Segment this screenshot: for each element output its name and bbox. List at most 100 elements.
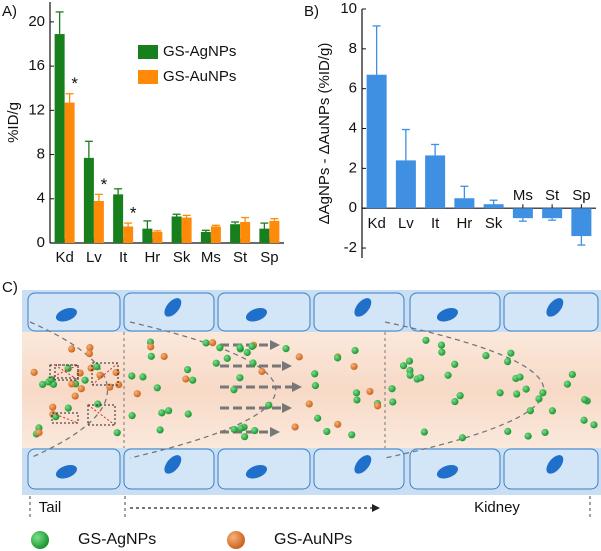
particle [563,380,571,388]
particle [182,375,190,383]
flow-profile [129,321,277,459]
particle [388,385,396,393]
particle [112,368,120,377]
particle [64,364,72,373]
particle [580,416,588,424]
particle [251,427,259,435]
bar [113,194,124,243]
y-tick-label: 20 [28,13,45,30]
particle [94,400,102,408]
x-tick-label: Hr [456,215,472,232]
legend-label: GS-AgNPs [163,43,236,60]
nucleus [354,298,372,317]
particle [209,339,217,347]
y-tick-label: 2 [349,159,357,176]
nucleus [436,307,459,322]
x-tick-label: Kd [55,249,73,266]
diffusion-box [91,362,119,386]
y-tick-label: 8 [349,40,357,57]
particle [456,392,464,400]
nucleus [245,307,268,322]
particle [417,374,425,382]
particle [113,429,121,437]
legend-label: GS-AuNPs [163,68,236,85]
diffusion-path [51,412,79,424]
particle [184,410,192,418]
particle [314,414,322,422]
bar [366,74,387,209]
error-bar [94,193,103,201]
x-tick-label: It [119,249,128,266]
particle [590,421,598,429]
particle [352,389,361,397]
y-tick-label: 0 [37,234,45,251]
bar [54,34,65,243]
particle [351,346,359,355]
bar [259,228,270,243]
x-tick-label: Sp [572,187,590,204]
bar [230,224,241,243]
bar [512,208,533,219]
bar [425,155,446,209]
y-tick-label: 12 [28,101,45,118]
bar [571,208,592,237]
particle [77,385,85,393]
particle [52,413,60,421]
annotation: * [101,175,108,194]
legend-label: GS-AgNPs [78,531,156,548]
particle [311,382,319,390]
particle [581,395,589,404]
bar [142,228,153,243]
arrow-head [282,361,292,371]
arrow-head [292,382,302,392]
legend-label: GS-AuNPs [274,531,352,548]
error-bar [548,218,557,221]
error-bar [153,230,162,232]
particle [39,380,47,389]
particle [406,371,414,379]
particle [93,363,101,371]
error-bar [460,185,469,199]
error-bar [143,220,152,229]
particle [158,409,166,417]
particle [323,427,331,436]
nucleus [245,464,268,479]
start-label: Tail [39,499,62,516]
arrow-head [270,340,280,350]
bar [83,157,94,243]
error-bar [124,222,133,227]
particle [85,350,94,358]
particle [311,370,319,378]
x-tick-label: Ms [513,187,533,204]
particle [183,366,192,374]
particle [96,371,104,379]
bar [395,160,416,209]
panel-label: B) [304,3,319,20]
x-tick-label: Lv [86,249,102,266]
bar [210,226,221,243]
particle [237,424,245,432]
particle [241,433,249,441]
y-tick-label: -2 [344,239,357,256]
particle [535,395,543,403]
particle [366,387,374,396]
bar [171,216,182,243]
panel-label: A) [2,3,17,20]
particle [334,420,342,428]
particle [374,402,382,410]
particle [568,370,576,379]
particle [399,362,408,370]
particle [451,397,459,406]
bar [93,200,104,243]
particle [458,434,467,442]
particle [333,354,342,362]
particle [350,362,358,371]
nucleus [354,455,372,474]
particle [212,359,220,367]
error-bar [518,218,527,222]
particle [249,359,257,367]
particle [348,431,356,439]
particle [230,425,238,434]
particle [265,401,273,409]
arrow-head [270,427,280,437]
